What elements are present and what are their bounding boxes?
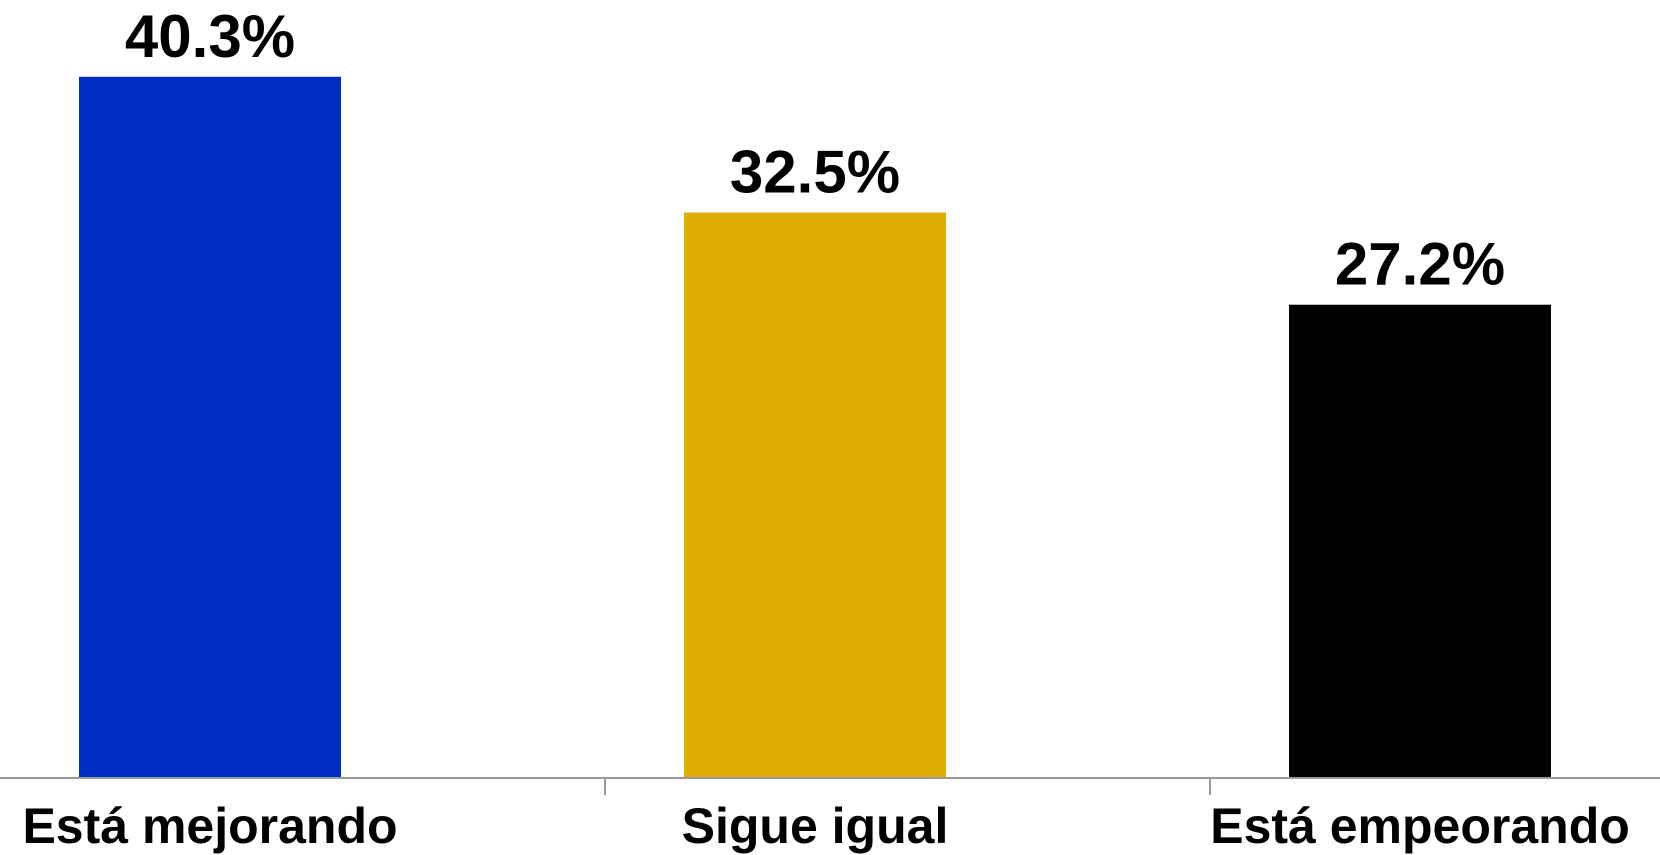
- x-axis-ticks: [604, 778, 1211, 795]
- data-labels-layer: 40.3% 32.5% 27.2%: [125, 3, 1505, 298]
- data-label-3: 27.2%: [1335, 231, 1505, 298]
- bar-1: [79, 76, 341, 778]
- category-label-1: Está mejorando: [22, 798, 397, 854]
- category-label-2: Sigue igual: [682, 798, 949, 854]
- bar-3: [1289, 304, 1551, 778]
- data-label-2: 32.5%: [730, 139, 900, 206]
- category-labels-layer: Está mejorando Sigue igual Está empeorando: [22, 798, 1629, 854]
- data-label-1: 40.3%: [125, 3, 295, 70]
- bars-layer: [79, 76, 1551, 778]
- category-label-3: Está empeorando: [1210, 798, 1630, 854]
- bar-2: [684, 212, 946, 778]
